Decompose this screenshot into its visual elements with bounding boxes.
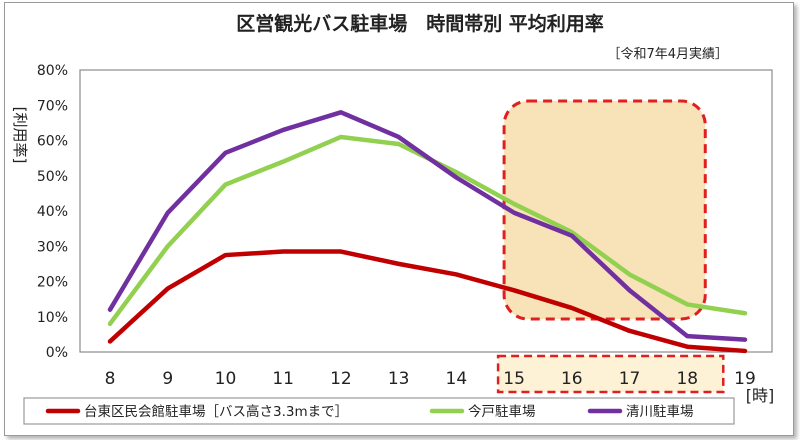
plot-area — [79, 69, 773, 353]
y-tick-label: 30% — [37, 239, 68, 255]
y-tick-label: 60% — [37, 134, 68, 150]
y-tick-label: 50% — [37, 169, 68, 185]
x-tick-label: 19 — [734, 369, 756, 389]
x-tick-label: 16 — [561, 369, 583, 389]
y-tick-label: 20% — [37, 275, 68, 291]
highlight-x-box — [496, 354, 725, 394]
x-tick-label: 12 — [330, 369, 352, 389]
y-tick-label: 80% — [37, 63, 68, 79]
y-tick-label: 40% — [37, 204, 68, 220]
x-axis-label: [時] — [746, 386, 775, 405]
y-axis-label: [利用率] — [11, 107, 29, 164]
highlight-layer — [496, 99, 725, 394]
chart-title: 区営観光バス駐車場 時間帯別 平均利用率 — [236, 12, 604, 35]
x-tick-label: 14 — [446, 369, 468, 389]
x-tick-label: 15 — [503, 369, 525, 389]
series-line — [107, 110, 748, 342]
x-tick-label: 9 — [162, 369, 173, 389]
legend-label: 今戸駐車場 — [468, 404, 536, 420]
axis-layer — [79, 69, 773, 353]
x-tick-label: 13 — [388, 369, 410, 389]
y-tick-label: 70% — [37, 98, 68, 114]
legend: 台東区民会館駐車場［バス高さ3.3mまで］ 今戸駐車場 清川駐車場 — [23, 397, 735, 425]
y-tick-label: 10% — [37, 310, 68, 326]
chart-subtitle: ［令和7年4月実績］ — [607, 46, 728, 62]
x-tick-label: 11 — [272, 369, 294, 389]
y-tick-label: 0% — [46, 345, 68, 361]
x-tick-label: 18 — [676, 369, 698, 389]
x-tick-label: 10 — [215, 369, 237, 389]
x-tick-label: 8 — [105, 369, 116, 389]
legend-label: 清川駐車場 — [626, 404, 694, 420]
tick-layer: 0% 10% 20% 30% 40% 50% 60% 70% 80% 8 9 10 11 12 13 14 15… — [37, 63, 756, 389]
series-layer — [107, 110, 748, 354]
legend-label: 台東区民会館駐車場［バス高さ3.3mまで］ — [84, 403, 348, 420]
series-line — [107, 249, 748, 354]
highlight-region — [502, 99, 707, 321]
x-tick-label: 17 — [619, 369, 641, 389]
